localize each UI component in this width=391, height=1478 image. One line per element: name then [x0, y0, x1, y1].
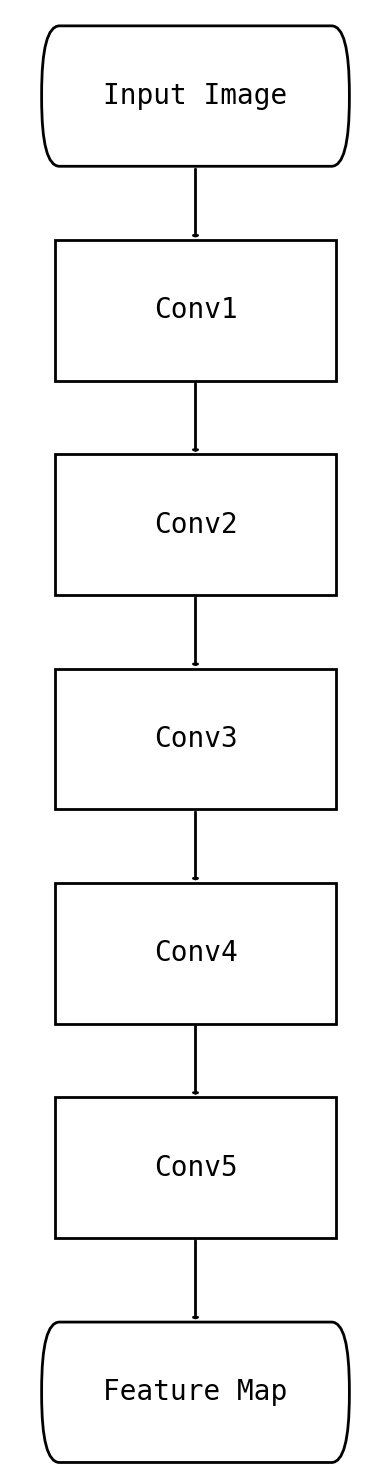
Text: Conv1: Conv1 [154, 297, 237, 324]
Text: Feature Map: Feature Map [103, 1379, 288, 1406]
Bar [55, 668, 336, 808]
Text: Conv3: Conv3 [154, 726, 237, 752]
Bar [55, 882, 336, 1023]
Bar [55, 241, 336, 380]
Bar [55, 1097, 336, 1239]
Text: Conv5: Conv5 [154, 1154, 237, 1181]
Bar [55, 455, 336, 594]
Text: Conv4: Conv4 [154, 940, 237, 967]
Text: Input Image: Input Image [103, 83, 288, 109]
Text: Conv2: Conv2 [154, 511, 237, 538]
FancyBboxPatch shape [41, 25, 350, 166]
FancyBboxPatch shape [41, 1321, 350, 1463]
